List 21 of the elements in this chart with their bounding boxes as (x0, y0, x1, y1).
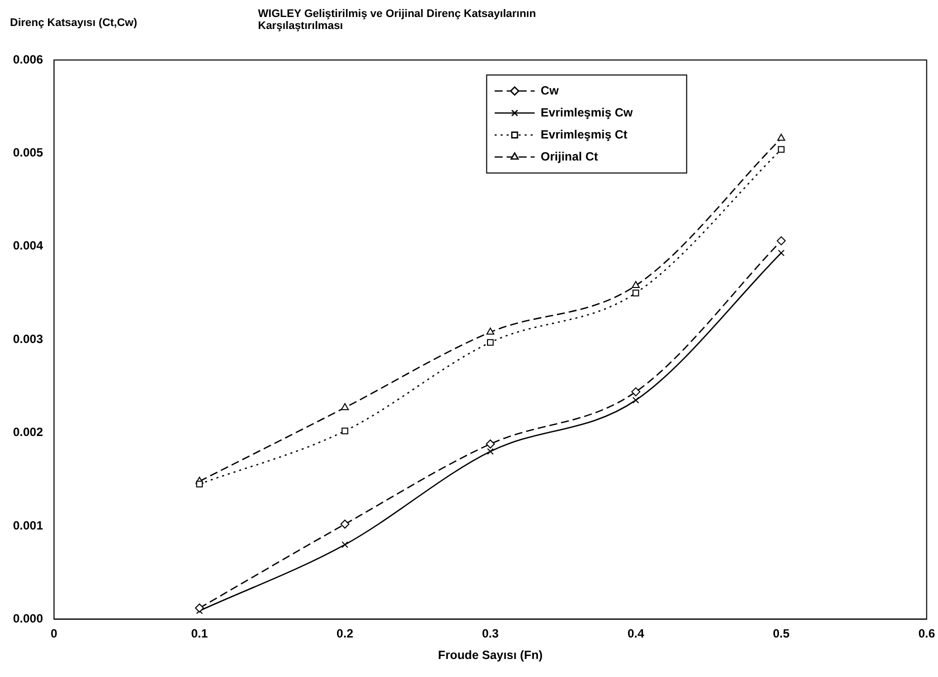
x-tick-label: 0.1 (191, 626, 208, 641)
y-tick-label: 0.002 (13, 425, 44, 440)
chart-title: WIGLEY Geliştirilmiş ve Orijinal Direnç Katsayılarının Karşılaştırılması (258, 8, 537, 32)
y-tick-label: 0.000 (13, 612, 44, 626)
x-axis-title: Froude Sayısı (Fn) (438, 648, 543, 662)
legend-label: Evrimleşmiş Cw (540, 105, 634, 120)
x-tick-label: 0.2 (336, 626, 354, 641)
x-tick-label: 0 (50, 626, 58, 641)
x-tick-label: 0.6 (918, 626, 936, 641)
y-tick-label: 0.005 (13, 146, 44, 160)
y-tick-label: 0.004 (13, 238, 44, 253)
y-tick-label: 0.006 (13, 52, 44, 66)
y-tick-label: 0.003 (13, 332, 44, 346)
legend-label: Orijinal Ct (540, 149, 598, 164)
legend-label: Evrimleşmiş Ct (540, 127, 628, 142)
y-axis-title: Direnç Katsayısı (Ct,Cw) (10, 16, 138, 31)
x-tick-label: 0.3 (482, 626, 500, 641)
legend-label: Cw (540, 83, 560, 98)
x-tick-label: 0.4 (627, 626, 644, 641)
y-tick-label: 0.001 (13, 518, 44, 532)
x-tick-label: 0.5 (772, 626, 790, 641)
